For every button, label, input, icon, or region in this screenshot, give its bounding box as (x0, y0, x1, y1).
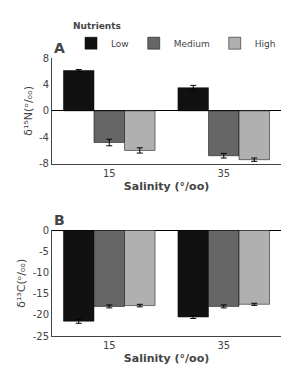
svg-text:δ¹⁵N(ᵒ/ₒₒ): δ¹⁵N(ᵒ/ₒₒ) (22, 86, 35, 136)
svg-text:0: 0 (43, 105, 49, 116)
svg-text:-15: -15 (33, 288, 49, 299)
svg-text:B: B (54, 212, 65, 228)
svg-text:-20: -20 (33, 309, 49, 320)
svg-text:Nutrients: Nutrients (73, 21, 121, 31)
svg-text:35: 35 (217, 168, 230, 179)
svg-text:0: 0 (43, 225, 49, 236)
svg-text:A: A (54, 40, 65, 56)
svg-text:-25: -25 (33, 331, 49, 342)
svg-text:8: 8 (43, 53, 49, 64)
svg-text:35: 35 (217, 340, 230, 351)
svg-text:-5: -5 (39, 246, 49, 257)
svg-text:-4: -4 (39, 132, 49, 143)
svg-text:Low: Low (111, 39, 129, 49)
svg-text:-10: -10 (33, 267, 49, 278)
svg-text:Salinity (°/oo): Salinity (°/oo) (124, 180, 209, 193)
svg-text:15: 15 (103, 340, 116, 351)
svg-text:Medium: Medium (174, 39, 210, 49)
svg-text:-8: -8 (39, 158, 49, 169)
svg-text:Salinity (°/oo): Salinity (°/oo) (124, 352, 209, 365)
svg-text:15: 15 (103, 168, 116, 179)
svg-text:4: 4 (43, 79, 49, 90)
svg-text:High: High (255, 39, 276, 49)
svg-text:δ¹³C(ᵒ/ₒₒ): δ¹³C(ᵒ/ₒₒ) (15, 259, 28, 308)
